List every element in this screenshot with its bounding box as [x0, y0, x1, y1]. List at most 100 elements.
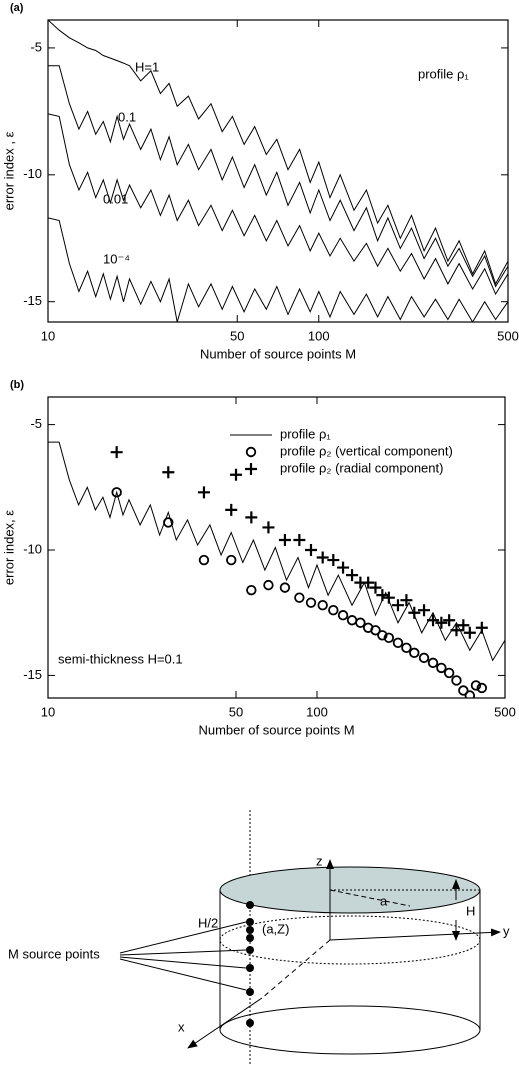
marker-plus	[369, 581, 382, 594]
x-tick-label: 500	[494, 704, 516, 719]
marker-circle	[418, 652, 430, 664]
legend-marker	[245, 463, 257, 475]
series-line	[48, 113, 508, 296]
marker-circle	[427, 657, 439, 669]
plot-area	[48, 20, 508, 322]
y-tick-label: -5	[30, 39, 42, 54]
marker-plus	[162, 466, 175, 479]
marker-plus	[418, 604, 431, 617]
marker-circle	[246, 584, 257, 596]
marker-circle	[370, 625, 381, 636]
marker-circle	[163, 517, 174, 528]
source-point	[246, 934, 254, 942]
y-tick-label: -15	[23, 293, 42, 308]
marker-circle	[409, 647, 420, 659]
series-line	[48, 20, 508, 286]
series-label: 0.1	[118, 109, 136, 124]
legend-marker	[245, 446, 257, 458]
x-tick-label: 10	[41, 328, 55, 343]
diagram: z y x a H H/2 (a,Z) M source points	[8, 810, 510, 1065]
x-tick-label: 10	[41, 704, 55, 719]
marker-plus	[230, 468, 243, 481]
marker-plus	[391, 599, 404, 612]
source-point	[246, 946, 254, 954]
marker-plus	[262, 521, 275, 534]
y-axis-title: error index, ε	[1, 510, 16, 585]
marker-circle	[377, 630, 388, 641]
marker-circle	[337, 610, 349, 621]
y-label: y	[503, 923, 510, 938]
sources-label: M source points	[8, 946, 100, 961]
marker-plus	[225, 503, 238, 516]
marker-circle	[470, 680, 482, 691]
marker-plus	[427, 614, 440, 627]
x-axis-hidden	[261, 939, 331, 999]
source-point	[246, 926, 254, 934]
marker-plus	[443, 614, 456, 627]
y-tick-label: -10	[23, 166, 42, 181]
marker-plus	[450, 624, 463, 637]
legend-label: profile ρ₂ (vertical component)	[280, 443, 453, 458]
marker-plus	[316, 551, 329, 564]
series-line	[48, 217, 508, 322]
series-line	[48, 441, 505, 662]
marker-plus	[362, 576, 375, 589]
plot-area	[48, 441, 505, 698]
marker-circle	[401, 642, 412, 654]
x-axis-title: Number of source points M	[200, 346, 356, 361]
x-axis-title: Number of source points M	[198, 722, 354, 737]
marker-plus	[475, 621, 488, 634]
marker-circle	[294, 592, 305, 603]
marker-plus	[245, 511, 258, 524]
marker-circle	[451, 675, 462, 686]
marker-circle	[305, 597, 317, 608]
marker-plus	[435, 616, 448, 629]
marker-plus	[337, 561, 350, 574]
cylinder-bottom	[219, 1029, 481, 1055]
marker-circle	[458, 685, 469, 696]
charts: (a) Number of source points M error index …	[1, 2, 518, 738]
source-point	[246, 988, 254, 996]
marker-circle	[328, 605, 339, 616]
source-point	[246, 918, 254, 926]
marker-circle	[443, 667, 455, 679]
x-tick-label: 500	[497, 328, 519, 343]
marker-circle	[355, 617, 366, 628]
marker-plus	[463, 626, 476, 639]
marker-plus	[346, 569, 359, 582]
marker-plus	[110, 446, 123, 459]
source-points	[246, 901, 254, 1027]
y-tick-label: -15	[23, 667, 42, 682]
marker-circle	[383, 632, 395, 644]
plot-frame	[47, 19, 509, 323]
source-point	[246, 964, 254, 972]
x-tick-label: 50	[229, 704, 243, 719]
marker-plus	[376, 589, 389, 602]
marker-plus	[293, 533, 306, 546]
z-label: z	[316, 853, 323, 868]
marker-circle	[263, 579, 274, 591]
marker-circle	[198, 554, 210, 566]
x-label: x	[178, 1019, 185, 1034]
marker-plus	[457, 619, 470, 632]
marker-plus	[327, 554, 340, 567]
half-label: H/2	[198, 915, 218, 930]
marker-circle	[279, 582, 291, 593]
marker-plus	[304, 544, 317, 557]
radius	[329, 889, 411, 907]
series-label: H=1	[135, 59, 159, 74]
marker-circle	[476, 682, 488, 694]
pointer-lines	[119, 921, 247, 991]
series-line	[48, 65, 508, 288]
marker-circle	[226, 554, 237, 566]
y-axis-title: error index , ε	[1, 131, 16, 210]
marker-plus	[278, 533, 291, 546]
legend-label: profile ρ₁	[280, 426, 331, 441]
marker-circle	[317, 599, 328, 611]
marker-plus	[408, 606, 421, 619]
x-tick-label: 100	[306, 704, 328, 719]
marker-circle	[392, 637, 404, 649]
marker-plus	[400, 594, 413, 607]
cylinder-side	[219, 890, 481, 1030]
